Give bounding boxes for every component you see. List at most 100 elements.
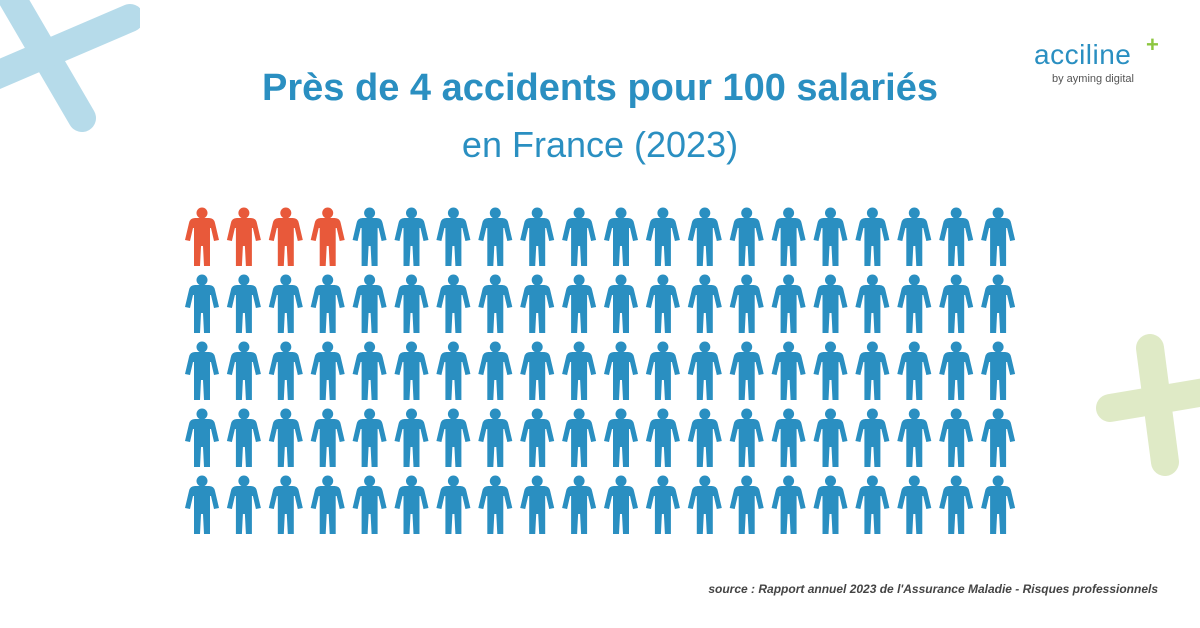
person-icon [687,274,722,333]
person-icon [436,341,471,400]
person-icon [729,341,764,400]
person-icon [855,274,890,333]
person-icon [268,408,303,467]
person-icon [185,408,219,467]
chart-title: Près de 4 accidents pour 100 salariés [262,67,938,109]
plus-icon: + [1146,32,1159,57]
person-icon [226,341,261,400]
person-icon [394,274,429,333]
person-icon [268,475,303,534]
person-icon [394,408,429,467]
person-icon [352,475,387,534]
person-icon [687,408,722,467]
person-icon [729,274,764,333]
person-icon [855,207,890,266]
person-icon [226,475,261,534]
person-icon [478,207,513,266]
person-icon [226,408,261,467]
person-icon [604,475,638,534]
person-icon [813,475,848,534]
person-icon [436,207,471,266]
person-icon [939,274,974,333]
person-icon-highlighted [268,207,303,266]
person-icon [897,408,932,467]
person-icon [939,207,974,266]
person-icon [352,408,387,467]
person-icon [520,274,555,333]
person-icon [771,408,806,467]
person-icon [645,475,680,534]
person-icon [771,207,806,266]
person-icon [562,207,597,266]
person-icon [520,207,555,266]
person-icon [310,274,345,333]
person-icon [687,341,722,400]
person-icon [855,408,890,467]
person-icon [436,408,471,467]
person-icon [813,207,848,266]
person-icon [520,475,555,534]
person-icon [687,207,722,266]
person-icon [771,341,806,400]
person-icon [645,207,680,266]
person-icon [185,274,219,333]
person-icon [771,475,806,534]
person-icon [520,408,555,467]
person-icon [855,341,890,400]
person-icon [645,341,680,400]
person-icon [310,475,345,534]
person-icon [352,341,387,400]
person-icon [352,207,387,266]
person-icon [604,207,638,266]
person-icon [813,341,848,400]
chart-header: Près de 4 accidents pour 100 salariés en… [0,62,1200,172]
person-icon [436,274,471,333]
person-icon [729,408,764,467]
person-icon [478,274,513,333]
person-icon [687,475,722,534]
person-icon [981,207,1016,266]
person-icon-highlighted [310,207,345,266]
chart-subtitle: en France (2023) [461,124,739,165]
person-icon [604,274,638,333]
person-icon [394,341,429,400]
person-icon [981,341,1016,400]
person-icon [939,341,974,400]
person-icon [939,475,974,534]
person-icon [310,341,345,400]
person-icon [729,207,764,266]
person-icon-highlighted [226,207,261,266]
person-icon [897,207,932,266]
person-icon [478,408,513,467]
person-icon [185,341,219,400]
person-icon [562,341,597,400]
person-icon [897,274,932,333]
person-icon [813,408,848,467]
person-icon [645,408,680,467]
person-icon [645,274,680,333]
person-icon [185,475,219,534]
person-icon [268,341,303,400]
source-note: source : Rapport annuel 2023 de l'Assura… [708,582,1158,596]
person-icon [562,475,597,534]
person-icon [394,475,429,534]
person-icon [268,274,303,333]
person-icon [226,274,261,333]
cross-decoration-top-left [0,0,140,132]
brand-tagline: by ayming digital [1052,73,1134,85]
cross-decoration-right [1096,334,1200,476]
person-icon [897,475,932,534]
person-icon [771,274,806,333]
person-icon [939,408,974,467]
person-icon [855,475,890,534]
person-icon [436,475,471,534]
person-icon [478,341,513,400]
person-icon [394,207,429,266]
person-icon [981,475,1016,534]
brand-logo: acciline + by ayming digital [1034,34,1174,90]
person-icon [478,475,513,534]
person-icon [520,341,555,400]
person-icon [604,341,638,400]
person-icon [310,408,345,467]
